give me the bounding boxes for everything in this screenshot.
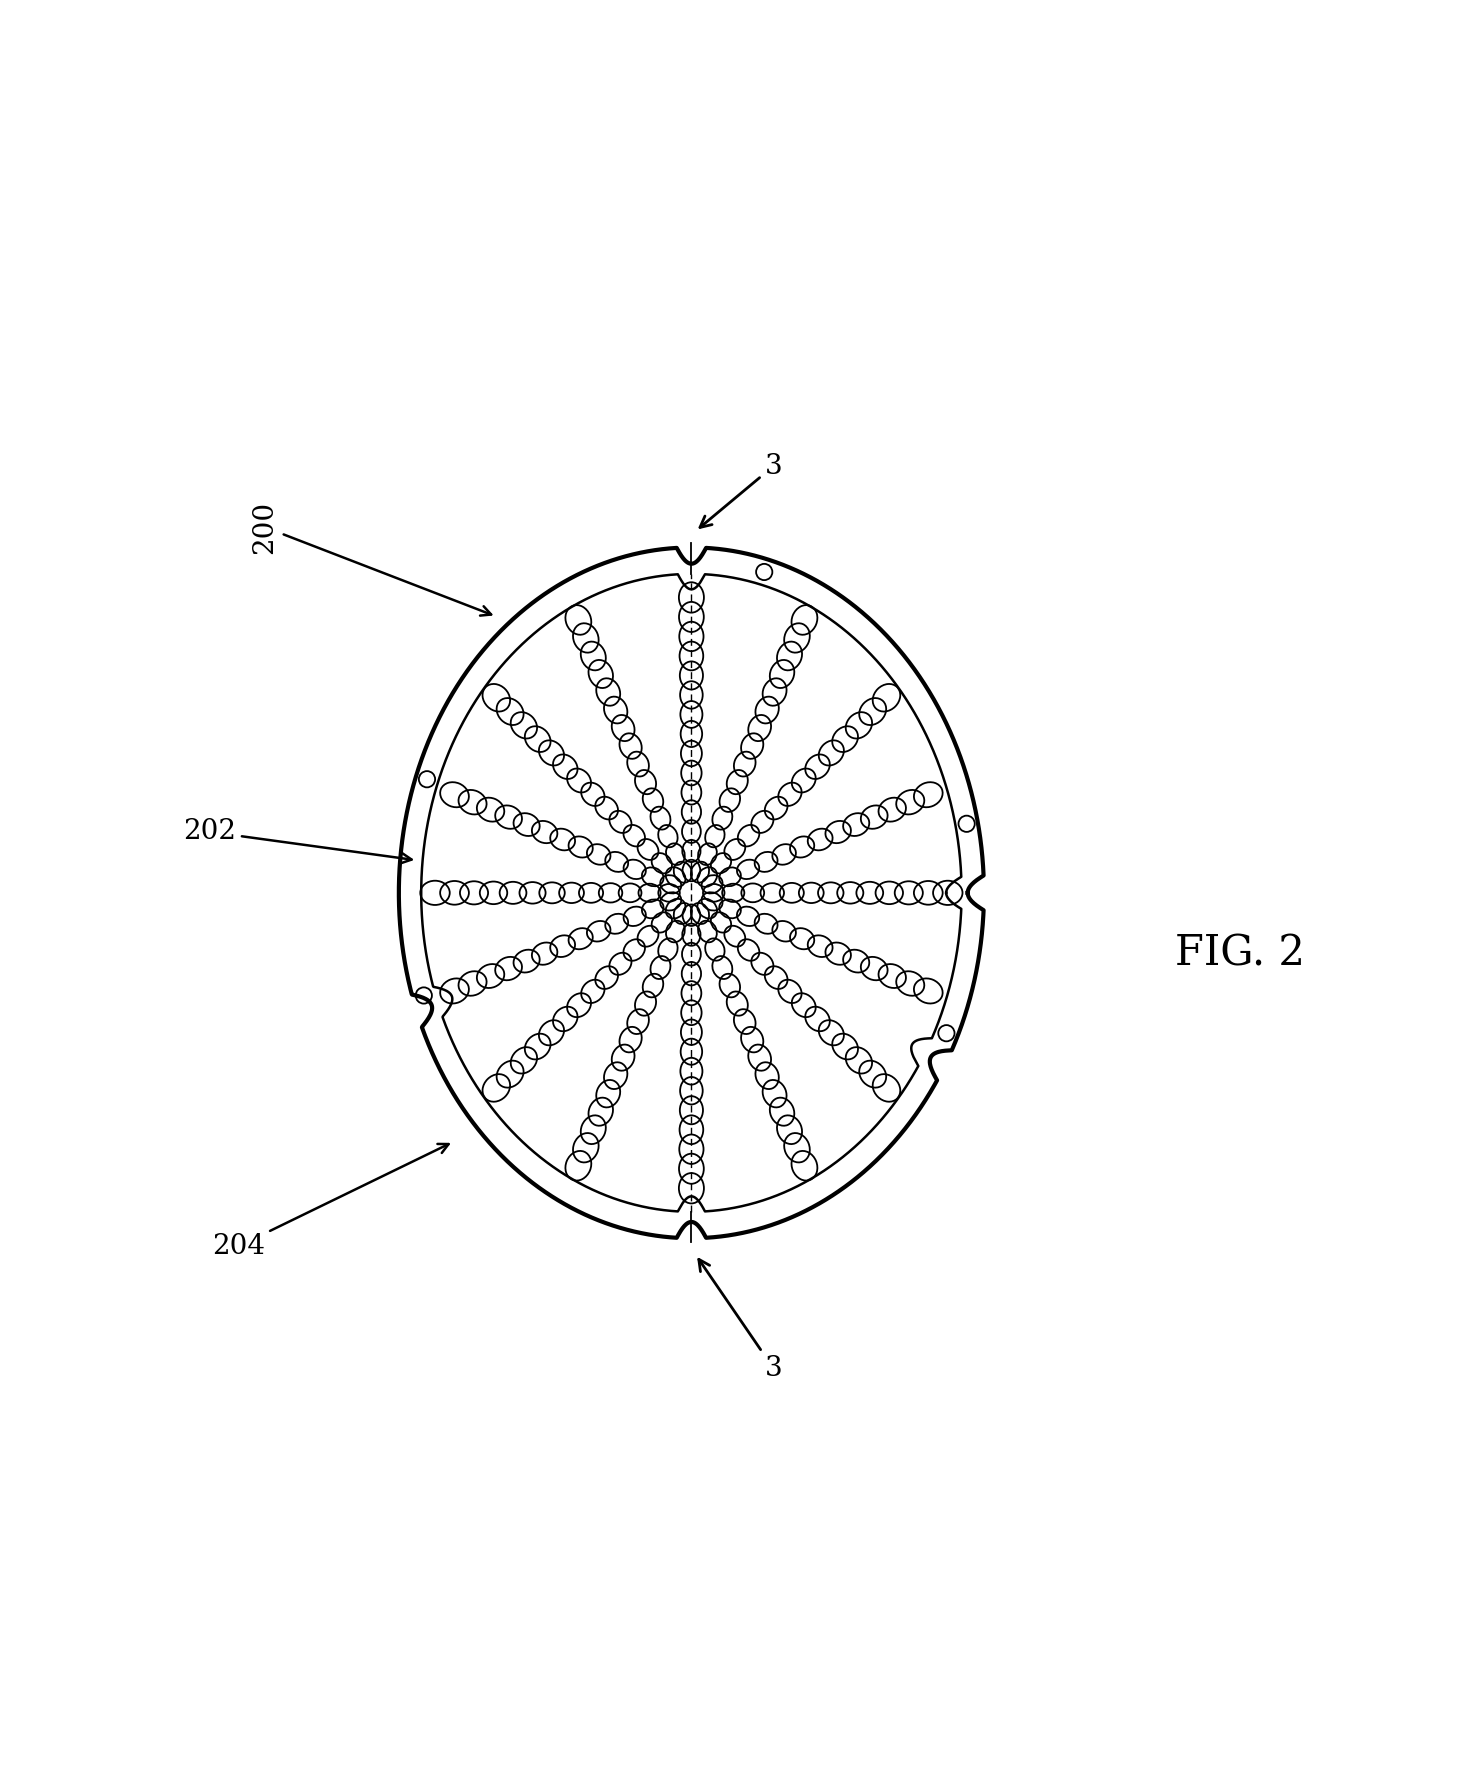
Text: 202: 202 (184, 819, 411, 863)
Text: 200: 200 (251, 500, 492, 615)
Text: FIG. 2: FIG. 2 (1174, 934, 1305, 974)
Text: 3: 3 (700, 453, 782, 527)
Text: 3: 3 (699, 1259, 782, 1383)
Text: 204: 204 (211, 1144, 449, 1261)
